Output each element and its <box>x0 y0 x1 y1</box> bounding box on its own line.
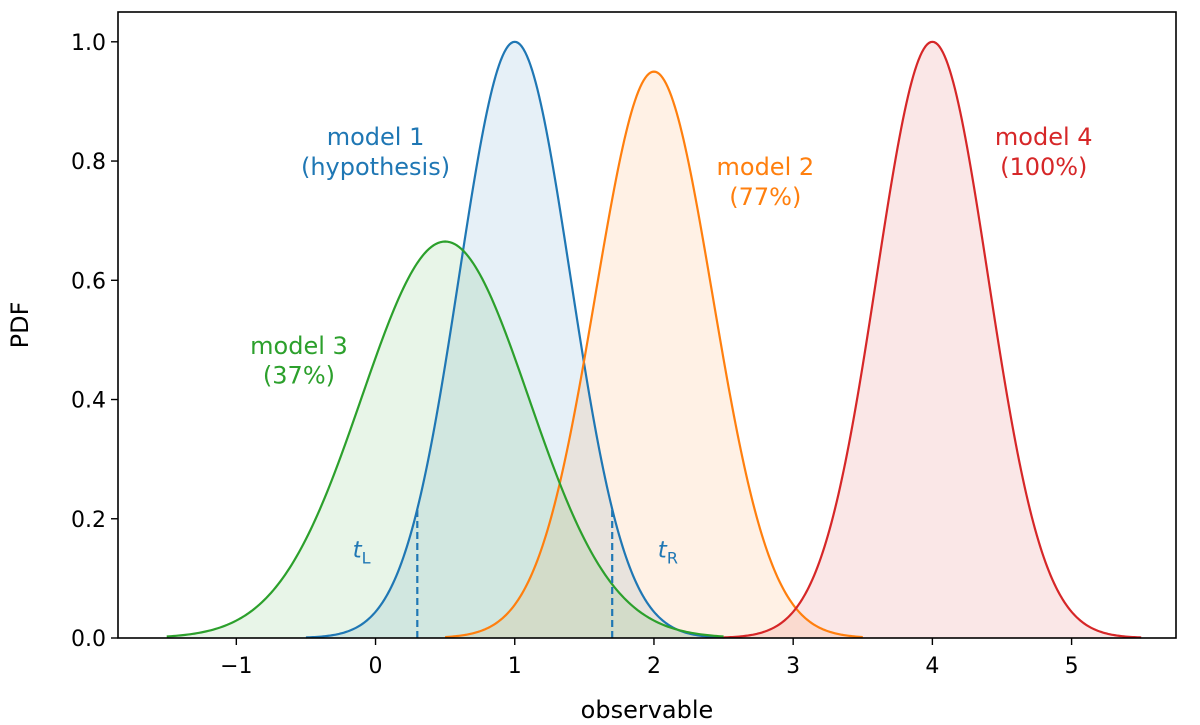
x-tick-label: 4 <box>925 654 939 679</box>
tL-threshold-label: tL <box>353 538 371 568</box>
model1-fill <box>305 41 724 639</box>
model2-fill <box>445 71 863 639</box>
model3-fill <box>166 241 724 638</box>
model4-annotation-name: model 4 <box>995 123 1093 151</box>
x-tick-label: −1 <box>220 654 252 679</box>
y-axis: 0.0 0.2 0.4 0.6 0.8 1.0 <box>71 31 118 652</box>
x-tick-label: 2 <box>647 654 661 679</box>
x-tick-label: 0 <box>369 654 383 679</box>
x-tick-label: 3 <box>786 654 800 679</box>
y-tick-label: 0.8 <box>71 150 106 175</box>
tR-threshold-label: tR <box>658 538 678 568</box>
model2-annotation-detail: (77%) <box>729 183 801 211</box>
model1-annotation-detail: (hypothesis) <box>301 153 450 181</box>
curve-lines <box>166 40 1142 639</box>
model3-annotation-detail: (37%) <box>263 362 335 390</box>
model2-curve <box>445 70 863 639</box>
y-tick-label: 0.2 <box>71 508 106 533</box>
x-axis-label: observable <box>581 696 714 724</box>
model3-annotation-name: model 3 <box>250 332 348 360</box>
y-tick-label: 0.0 <box>71 627 106 652</box>
model1-annotation-name: model 1 <box>327 123 425 151</box>
x-axis: −1 0 1 2 3 4 5 <box>220 638 1079 679</box>
model-annotations: model 1(hypothesis) model 2(77%) model 3(3… <box>250 123 1092 389</box>
x-tick-label: 5 <box>1065 654 1079 679</box>
y-axis-label: PDF <box>6 302 34 349</box>
y-tick-label: 1.0 <box>71 31 106 56</box>
y-tick-label: 0.6 <box>71 269 106 294</box>
model2-annotation-name: model 2 <box>717 153 815 181</box>
model4-annotation-detail: (100%) <box>1000 153 1087 181</box>
x-tick-label: 1 <box>508 654 522 679</box>
curve-fills <box>166 41 1142 639</box>
model4-fill <box>723 41 1142 639</box>
model1-curve <box>305 40 724 639</box>
plot-frame <box>117 11 1177 639</box>
threshold-lines: tL tR <box>353 509 678 638</box>
y-tick-label: 0.4 <box>71 389 106 414</box>
model4-curve <box>723 40 1142 639</box>
model3-curve <box>166 240 724 638</box>
